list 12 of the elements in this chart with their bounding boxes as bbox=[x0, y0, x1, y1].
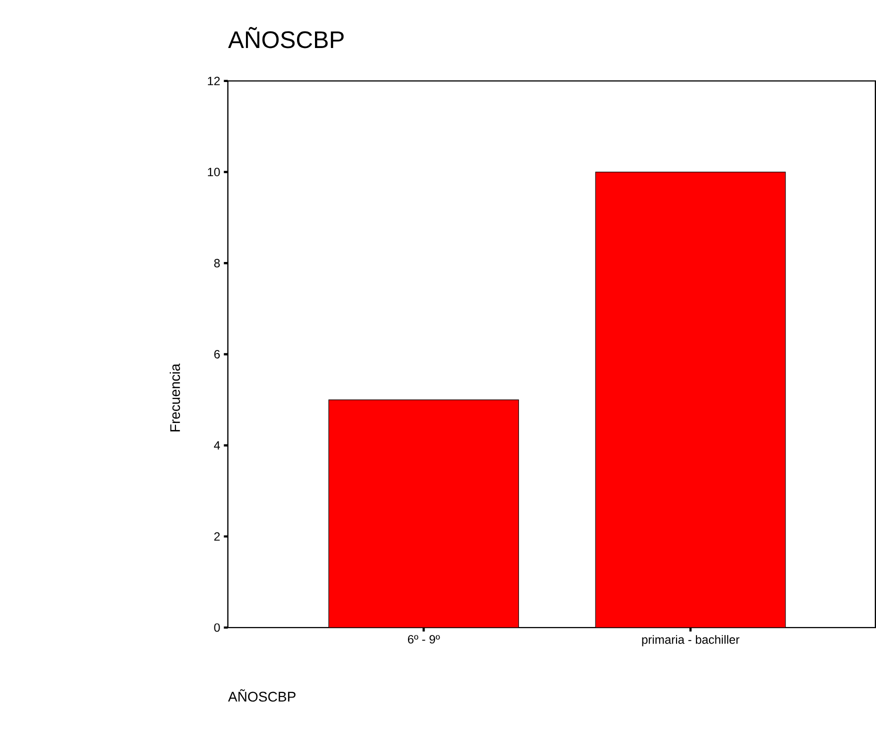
y-tick-label: 2 bbox=[214, 532, 220, 540]
chart-title: AÑOSCBP bbox=[228, 26, 344, 48]
y-axis-title: Frecuencia bbox=[170, 363, 180, 432]
x-tick-label: 6º - 9º bbox=[408, 634, 440, 644]
y-tick-label: 4 bbox=[214, 441, 220, 450]
x-tick-label: primaria - bachiller bbox=[642, 634, 740, 646]
y-tick-label: 8 bbox=[214, 258, 220, 268]
y-tick-label: 10 bbox=[208, 168, 220, 176]
y-tick-label: 0 bbox=[214, 623, 220, 632]
y-tick-label: 12 bbox=[208, 76, 220, 85]
y-tick-label: 6 bbox=[214, 350, 220, 358]
x-axis-title: AÑOSCBP bbox=[228, 689, 296, 702]
